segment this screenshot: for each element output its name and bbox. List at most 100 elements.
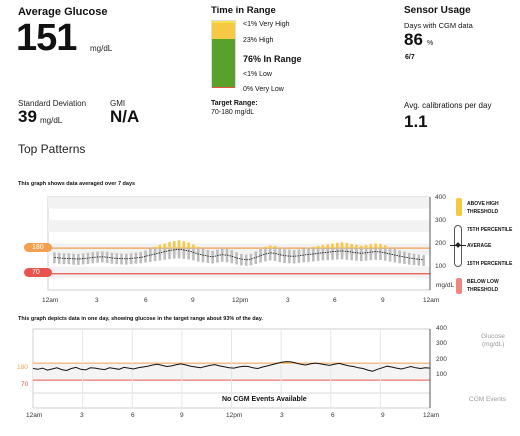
agp-percentile-bar (398, 250, 401, 264)
agp-percentile-bar (134, 252, 138, 264)
legend-average: AVERAGE (467, 243, 492, 249)
no-events-label: No CGM Events Available (222, 396, 307, 403)
std-dev-unit: mg/dL (40, 116, 63, 125)
agp-percentile-bar (182, 248, 186, 259)
day-x-tick-0: 12am (26, 412, 43, 419)
agp-above-high-bar (359, 245, 363, 249)
day-y-tick-100: 100 (436, 371, 447, 378)
agp-x-tick-6: 6 (333, 297, 337, 304)
day-x-tick-4: 12pm (226, 412, 243, 419)
agp-x-tick-7: 9 (381, 297, 385, 304)
agp-above-high-bar (158, 244, 162, 249)
agp-percentile-bar (148, 248, 152, 262)
agp-percentile-bar (288, 249, 291, 264)
agp-above-high-bar (163, 243, 166, 249)
agp-percentile-bar (139, 252, 143, 264)
tir-in-range-segment (212, 39, 235, 87)
agp-y-unit: mg/dL (436, 282, 455, 289)
agp-above-high-bar (383, 245, 387, 249)
agp-y-tick-400: 400 (435, 194, 446, 201)
agp-percentile-bar (307, 248, 310, 262)
agp-x-tick-3: 9 (191, 297, 195, 304)
agp-percentile-bar (312, 248, 315, 262)
agp-percentile-bar (412, 253, 416, 266)
tir-very-low-label: 0% Very Low (243, 86, 284, 93)
agp-percentile-bar (125, 253, 128, 265)
day-above-high-fill (286, 361, 292, 364)
day-x-tick-3: 9 (180, 412, 184, 419)
agp-percentile-bar (196, 248, 200, 262)
agp-above-high-bar (374, 243, 377, 249)
calibrations-label: Avg. calibrations per day (404, 101, 492, 110)
agp-percentile-bar (62, 253, 66, 265)
legend-p75: 75TH PERCENTILE (467, 227, 513, 233)
day-x-tick-7: 9 (381, 412, 385, 419)
day-events-label: CGM Events (469, 396, 506, 403)
agp-percentile-bar (120, 253, 123, 265)
agp-percentile-bar (249, 253, 253, 266)
average-glucose-title: Average Glucose (18, 6, 108, 18)
high-threshold-pill: 180 (24, 243, 52, 252)
time-in-range-title: Time in Range (211, 5, 276, 16)
agp-above-high-bar (196, 246, 200, 249)
day-glucose-axis-label-1: Glucose (481, 333, 505, 340)
days-fraction: 6/7 (405, 54, 415, 61)
agp-above-high-bar (153, 246, 157, 249)
tir-high-segment (212, 23, 235, 39)
agp-percentile-bar (177, 248, 181, 259)
agp-percentile-bar (407, 252, 411, 265)
agp-grid-band (48, 266, 430, 279)
agp-percentile-bar (235, 252, 238, 265)
agp-percentile-bar (77, 253, 80, 265)
agp-above-high-bar (316, 245, 320, 249)
agp-above-high-bar (350, 243, 353, 249)
std-dev-label: Standard Deviation (18, 99, 87, 108)
tir-very-high-label: <1% Very High (243, 21, 290, 28)
agp-grid-band (48, 197, 430, 209)
agp-percentile-bar (268, 248, 272, 261)
days-with-cgm-value: 86 (404, 30, 423, 49)
agp-above-high-bar (264, 246, 267, 249)
agp-percentile-bar (278, 248, 282, 263)
legend-above-high-2: THRESHOLD (467, 209, 499, 215)
day-high-label: 180 (17, 364, 28, 371)
agp-percentile-bar (72, 253, 75, 265)
agp-above-high-bar (345, 243, 349, 249)
agp-x-tick-0: 12am (42, 297, 59, 304)
agp-percentile-bar (340, 248, 344, 260)
agp-percentile-bar (129, 253, 133, 265)
day-low-label: 70 (21, 381, 29, 388)
agp-x-tick-8: 12am (423, 297, 440, 304)
legend-below-low-2: THRESHOLD (467, 287, 499, 293)
agp-grid-band (48, 243, 430, 256)
days-with-cgm-label: Days with CGM data (404, 21, 473, 30)
agp-percentile-bar (350, 248, 353, 261)
agp-y-tick-100: 100 (435, 263, 446, 270)
agp-percentile-bar (264, 248, 267, 262)
agp-above-high-bar (187, 242, 190, 249)
agp-percentile-bar (153, 248, 157, 262)
agp-x-tick-2: 6 (144, 297, 148, 304)
legend-below-low-1: BELOW LOW (467, 279, 499, 285)
agp-above-high-bar (312, 246, 315, 249)
tir-high-label: 23% High (243, 37, 274, 44)
agp-above-high-bar (335, 242, 339, 249)
calibrations-value: 1.1 (404, 112, 428, 131)
agp-above-high-bar (340, 242, 344, 249)
average-glucose-unit: mg/dL (90, 44, 113, 53)
legend-p15: 15TH PERCENTILE (467, 261, 513, 267)
agp-percentile-bar (403, 251, 406, 264)
agp-percentile-bar (364, 248, 368, 261)
day-y-tick-200: 200 (436, 356, 447, 363)
agp-percentile-bar (326, 248, 330, 261)
agp-percentile-bar (379, 248, 382, 261)
agp-y-tick-300: 300 (435, 217, 446, 224)
agp-above-high-bar (321, 245, 325, 249)
agp-percentile-bar (283, 249, 286, 264)
target-range-label: Target Range: (211, 100, 258, 107)
agp-above-high-bar (307, 247, 310, 249)
agp-above-high-bar (326, 244, 330, 249)
agp-y-tick-200: 200 (435, 240, 446, 247)
days-with-cgm-unit: % (427, 40, 434, 47)
agp-percentile-bar (321, 248, 325, 261)
